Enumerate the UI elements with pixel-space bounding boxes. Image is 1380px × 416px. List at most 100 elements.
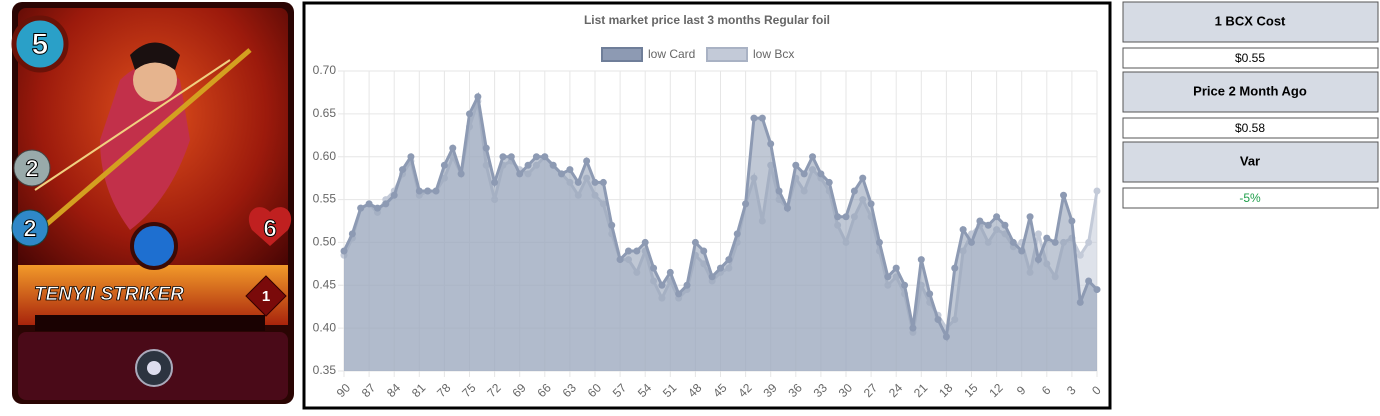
point [875,238,883,246]
point [407,153,415,161]
point [1093,286,1101,294]
point [1085,277,1093,285]
speed: 2 [23,215,36,242]
legend-label: low Card [648,47,695,61]
character [100,65,190,230]
point [834,213,842,221]
point [959,226,967,234]
y-tick-label: 0.40 [313,320,337,334]
point [650,264,658,272]
point [859,174,867,182]
point [399,166,407,174]
point [1093,187,1101,195]
y-tick-label: 0.55 [313,192,337,206]
point [424,187,432,195]
point [942,333,950,341]
point [357,204,365,212]
point [516,170,524,178]
area [344,96,1097,371]
panel-value-box [1122,117,1379,139]
character-hair [130,42,180,70]
point [524,161,532,169]
point [499,153,507,161]
point [482,144,490,152]
point [775,187,783,195]
point [541,153,549,161]
y-tick-label: 0.60 [313,149,337,163]
point [1043,234,1051,242]
point [717,264,724,272]
point [1085,238,1093,246]
character-head [133,58,177,102]
level: 1 [262,288,270,305]
point [532,153,540,161]
point [558,170,566,178]
point [976,217,984,225]
health: 6 [263,215,276,242]
point [440,161,448,169]
mana: 5 [32,28,49,61]
panel-value: $0.58 [1235,121,1265,135]
bow [38,48,252,232]
point [825,178,833,186]
point [783,204,791,212]
chart-title: List market price last 3 months Regular … [584,13,830,27]
point [1034,256,1042,264]
legend-swatch [706,47,748,62]
legend-swatch [601,47,643,62]
point [842,213,850,221]
card-name: TENYII STRIKER [34,284,184,305]
panel-label: 1 BCX Cost [1215,13,1286,28]
point [809,153,817,161]
point [708,273,716,281]
panel-value-box [1122,47,1379,69]
speed-icon [11,209,49,247]
ability-icon-inner [147,361,161,375]
point [767,140,775,148]
point [1051,238,1059,246]
y-tick-label: 0.70 [313,63,337,77]
point [457,170,465,178]
point [691,238,699,246]
point [566,166,574,174]
point [817,170,825,178]
arrow [34,59,231,191]
point [700,247,708,255]
point [1001,221,1009,229]
point [608,221,616,229]
point [599,178,607,186]
point [884,273,892,281]
element-icon [130,222,178,270]
point [340,247,348,255]
point [901,281,909,289]
point [792,161,800,169]
point [348,230,356,238]
point [633,247,641,255]
point [917,256,925,264]
name-banner [18,265,288,325]
point [491,178,499,186]
point [474,93,482,101]
point [432,187,440,195]
y-tick-label: 0.35 [313,363,337,377]
point [1034,230,1042,238]
point [951,264,959,272]
bar [35,315,265,331]
point [1018,247,1026,255]
legend-label: low Bcx [753,47,794,61]
point [658,281,666,289]
mana-gem [11,15,69,73]
point [725,256,733,264]
point [624,247,632,255]
point [1068,217,1076,225]
point [800,170,808,178]
panel-header [1122,71,1379,113]
point [683,281,691,289]
panel-label: Price 2 Month Ago [1193,83,1307,98]
point [968,238,975,246]
y-tick-label: 0.65 [313,106,337,120]
point [1060,191,1068,199]
point [984,221,992,229]
panel-header [1122,1,1379,43]
